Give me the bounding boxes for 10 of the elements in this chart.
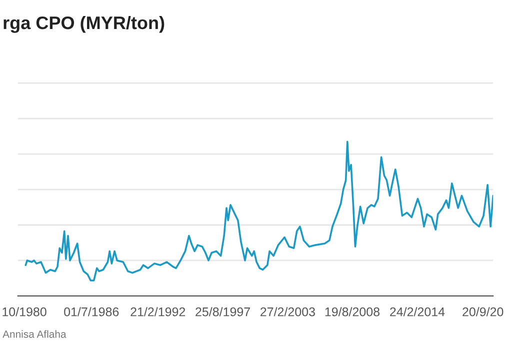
x-tick-label: 21/2/1992 — [130, 307, 186, 316]
x-tick-label: 24/2/2014 — [390, 307, 445, 316]
x-tick-label: 01/7/1986 — [64, 307, 119, 316]
x-tick-label: 27/2/2003 — [260, 307, 315, 316]
x-tick-label: 10/1980 — [2, 307, 46, 316]
x-tick-label: 20/9/20 — [462, 307, 504, 316]
chart-title: rga CPO (MYR/ton) — [4, 16, 164, 33]
x-tick-label: 25/8/1997 — [196, 307, 250, 316]
x-tick-label: 19/8/2008 — [325, 307, 380, 316]
text: Annisa Aflaha — [2, 330, 66, 338]
